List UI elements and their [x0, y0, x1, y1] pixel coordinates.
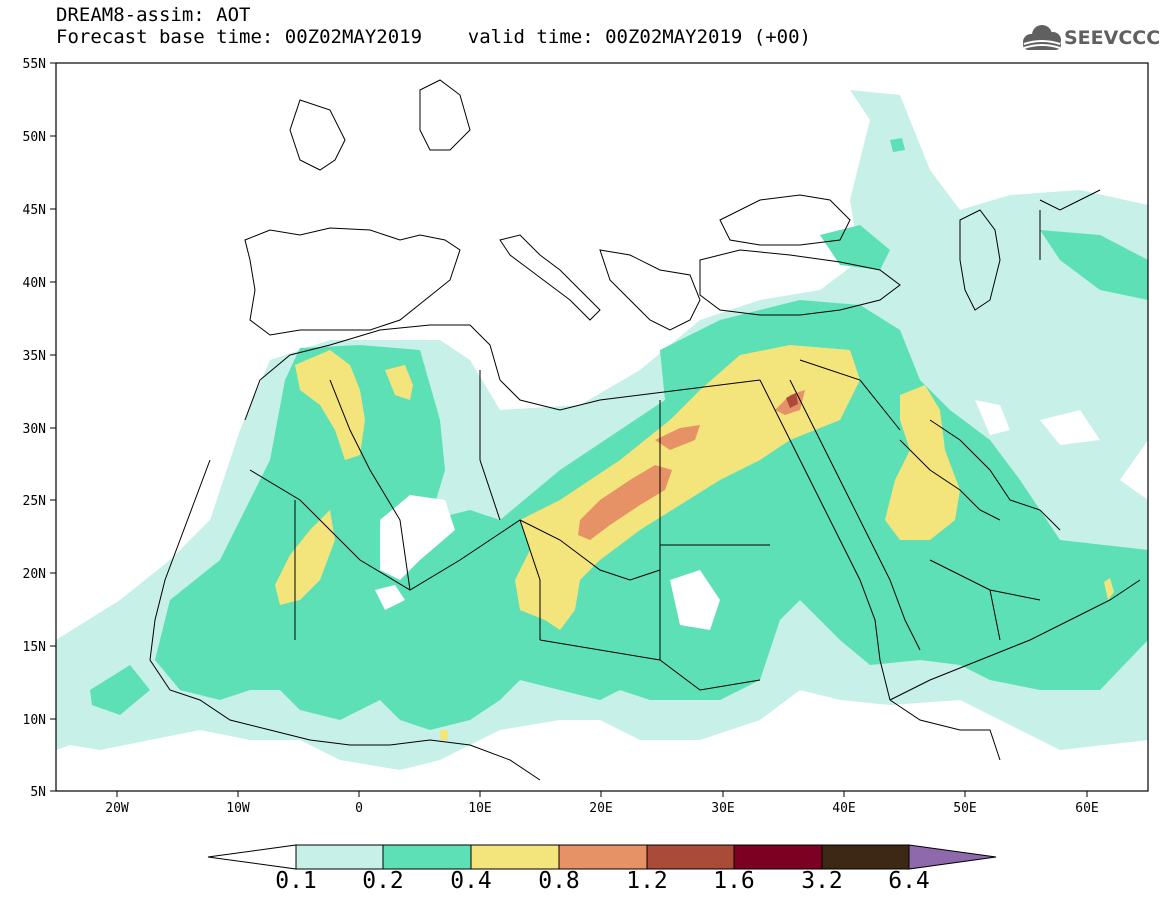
lat-label: 35N	[23, 349, 46, 364]
lon-label: 20W	[105, 801, 129, 816]
lon-label: 40E	[832, 801, 855, 816]
lon-label: 60E	[1075, 801, 1098, 816]
lon-ticks	[116, 791, 1088, 797]
colorbar-bin	[470, 844, 560, 870]
colorbar-bin	[382, 844, 472, 870]
lon-label: 50E	[953, 801, 976, 816]
lat-label: 5N	[30, 785, 46, 800]
map-frame	[55, 62, 1149, 792]
colorbar-bin	[733, 844, 823, 870]
lat-label: 20N	[23, 567, 46, 582]
colorbar-label: 1.2	[626, 868, 668, 894]
lon-label: 10W	[226, 801, 250, 816]
lat-labels: 55N 50N 45N 40N 35N 30N 25N 20N 15N 10N …	[23, 57, 46, 800]
colorbar	[207, 844, 997, 870]
lat-label: 55N	[23, 57, 46, 72]
seevccc-logo	[1023, 25, 1061, 50]
map-title: DREAM8-assim: AOT	[56, 4, 251, 26]
lon-label: 10E	[468, 801, 491, 816]
lon-labels: 20W 10W 0 10E 20E 30E 40E 50E 60E	[105, 801, 1098, 816]
lat-label: 40N	[23, 276, 46, 291]
lon-label: 0	[355, 801, 363, 816]
colorbar-bin	[646, 844, 735, 870]
aot-level-below-0.1	[375, 400, 1100, 630]
lat-label: 30N	[23, 422, 46, 437]
colorbar-label: 0.1	[275, 868, 317, 894]
cloud-icon	[1023, 25, 1061, 50]
colorbar-label: 0.8	[538, 868, 580, 894]
colorbar-label: 3.2	[801, 868, 843, 894]
lat-label: 15N	[23, 640, 46, 655]
lat-label: 50N	[23, 130, 46, 145]
lon-label: 30E	[711, 801, 734, 816]
lat-label: 45N	[23, 203, 46, 218]
lon-label: 20E	[589, 801, 612, 816]
aot-shading	[56, 90, 1148, 770]
logo-text: SEEVCCC	[1064, 27, 1161, 49]
lat-ticks	[50, 62, 56, 792]
coastlines	[149, 79, 1141, 781]
colorbar-label: 0.4	[450, 868, 492, 894]
colorbar-bin	[558, 844, 648, 870]
colorbar-high-arrow	[908, 844, 997, 870]
colorbar-low-arrow	[207, 844, 297, 870]
map-subtitle: Forecast base time: 00Z02MAY2019 valid t…	[56, 26, 811, 48]
colorbar-bin	[821, 844, 910, 870]
lat-label: 25N	[23, 494, 46, 509]
aot-level-1.2	[786, 393, 798, 408]
lat-label: 10N	[23, 713, 46, 728]
colorbar-label: 0.2	[362, 868, 404, 894]
aot-level-0.4	[275, 345, 1114, 740]
colorbar-bin	[295, 844, 384, 870]
colorbar-label: 1.6	[713, 868, 755, 894]
colorbar-label: 6.4	[888, 868, 930, 894]
